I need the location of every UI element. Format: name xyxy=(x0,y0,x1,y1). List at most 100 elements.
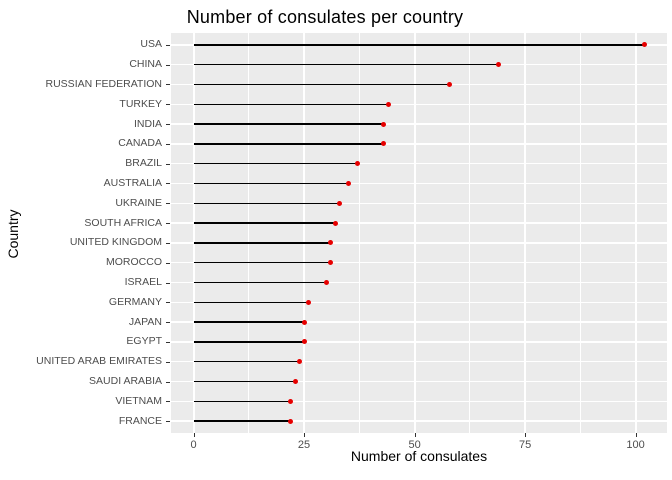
y-major-gridline xyxy=(171,262,667,264)
y-axis-tick-mark xyxy=(166,282,170,284)
lollipop-point xyxy=(305,299,311,305)
lollipop-stem xyxy=(193,281,327,284)
y-axis-tick-mark xyxy=(166,242,170,244)
y-major-gridline xyxy=(171,321,667,323)
lollipop-point xyxy=(641,42,647,48)
lollipop-stem xyxy=(193,420,291,422)
lollipop-stem xyxy=(193,83,450,86)
lollipop-stem xyxy=(193,163,358,165)
y-axis-tick-mark xyxy=(166,143,170,145)
y-axis-tick-mark xyxy=(166,64,170,66)
y-axis-tick-mark xyxy=(166,262,170,264)
y-axis-tick-label: SOUTH AFRICA xyxy=(84,216,162,229)
lollipop-point xyxy=(354,161,360,167)
lollipop-stem xyxy=(193,44,645,46)
y-axis-tick-mark xyxy=(166,302,170,304)
y-axis-tick-mark xyxy=(166,124,170,126)
x-major-gridline xyxy=(303,33,306,433)
y-axis-tick-label: INDIA xyxy=(133,117,162,130)
y-major-gridline xyxy=(171,400,667,402)
lollipop-point xyxy=(301,319,307,325)
lollipop-point xyxy=(328,240,334,246)
y-axis-tick-mark xyxy=(166,163,170,165)
lollipop-stem xyxy=(193,321,305,323)
y-axis-tick-mark xyxy=(166,361,170,363)
y-axis-tick-label: VIETNAM xyxy=(115,394,162,407)
x-major-gridline xyxy=(413,33,416,433)
y-major-gridline xyxy=(171,222,667,224)
x-minor-gridline xyxy=(358,33,360,433)
lollipop-stem xyxy=(193,301,309,303)
lollipop-stem xyxy=(193,262,331,264)
x-minor-gridline xyxy=(248,33,250,433)
y-major-gridline xyxy=(171,361,667,363)
x-axis-tick-label: 50 xyxy=(408,439,421,451)
x-minor-gridline xyxy=(579,33,581,433)
y-major-gridline xyxy=(171,301,667,303)
lollipop-stem xyxy=(193,123,384,125)
y-axis-tick-mark xyxy=(166,421,170,423)
y-major-gridline xyxy=(171,123,667,125)
y-axis-tick-label: FRANCE xyxy=(118,414,162,427)
lollipop-point xyxy=(381,121,387,127)
x-major-gridline xyxy=(524,33,527,433)
lollipop-stem xyxy=(193,380,296,383)
lollipop-stem xyxy=(193,182,349,185)
y-axis-tick-mark xyxy=(166,223,170,225)
chart-title: Number of consulates per country xyxy=(186,7,464,27)
y-major-gridline xyxy=(171,162,667,165)
x-axis-tick-mark xyxy=(525,433,527,437)
y-axis-tick-mark xyxy=(166,183,170,185)
y-axis-tick-label: EGYPT xyxy=(126,335,162,348)
lollipop-point xyxy=(385,101,391,107)
y-major-gridline xyxy=(171,281,667,284)
lollipop-stem xyxy=(193,202,340,204)
lollipop-stem xyxy=(193,103,389,105)
y-major-gridline xyxy=(171,380,667,383)
x-major-gridline xyxy=(634,33,637,433)
lollipop-point xyxy=(336,200,342,206)
y-major-gridline xyxy=(171,202,667,204)
y-major-gridline xyxy=(171,341,667,343)
lollipop-stem xyxy=(193,64,499,66)
y-axis-tick-mark xyxy=(166,341,170,343)
x-axis-tick-mark xyxy=(414,433,416,437)
y-axis-tick-label: GERMANY xyxy=(108,295,162,308)
x-axis-tick-label: 75 xyxy=(518,439,532,451)
y-axis-tick-label: UNITED KINGDOM xyxy=(69,236,162,249)
y-axis-tick-label: UKRAINE xyxy=(115,196,162,209)
y-axis-tick-label: TURKEY xyxy=(119,97,162,110)
x-axis-tick-label: 0 xyxy=(190,439,197,451)
y-axis-tick-mark xyxy=(166,322,170,324)
x-major-gridline xyxy=(192,33,195,433)
y-axis-tick-mark xyxy=(166,84,170,86)
y-axis-tick-mark xyxy=(166,381,170,383)
lollipop-point xyxy=(332,220,338,226)
y-major-gridline xyxy=(171,242,667,244)
lollipop-point xyxy=(301,339,307,345)
x-axis-tick-mark xyxy=(304,433,306,437)
y-axis-tick-mark xyxy=(166,104,170,106)
y-axis-tick-mark xyxy=(166,401,170,403)
y-axis-tick-label: AUSTRALIA xyxy=(103,176,162,189)
lollipop-point xyxy=(292,379,298,384)
lollipop-stem xyxy=(193,361,300,363)
lollipop-point xyxy=(328,260,334,266)
y-major-gridline xyxy=(171,182,667,185)
plot-panel xyxy=(171,33,667,433)
y-axis-tick-label: SAUDI ARABIA xyxy=(89,375,162,387)
lollipop-stem xyxy=(193,143,384,145)
lollipop-point xyxy=(288,398,294,404)
lollipop-point xyxy=(381,141,387,147)
lollipop-stem xyxy=(193,341,305,343)
lollipop-point xyxy=(447,81,453,87)
x-axis-tick-mark xyxy=(193,433,195,437)
x-axis-tick-label: 100 xyxy=(626,439,645,451)
y-major-gridline xyxy=(171,420,667,422)
y-major-gridline xyxy=(171,143,667,145)
x-minor-gridline xyxy=(469,33,471,433)
y-axis-tick-mark xyxy=(166,44,170,46)
lollipop-point xyxy=(288,418,294,424)
lollipop-stem xyxy=(193,242,331,244)
